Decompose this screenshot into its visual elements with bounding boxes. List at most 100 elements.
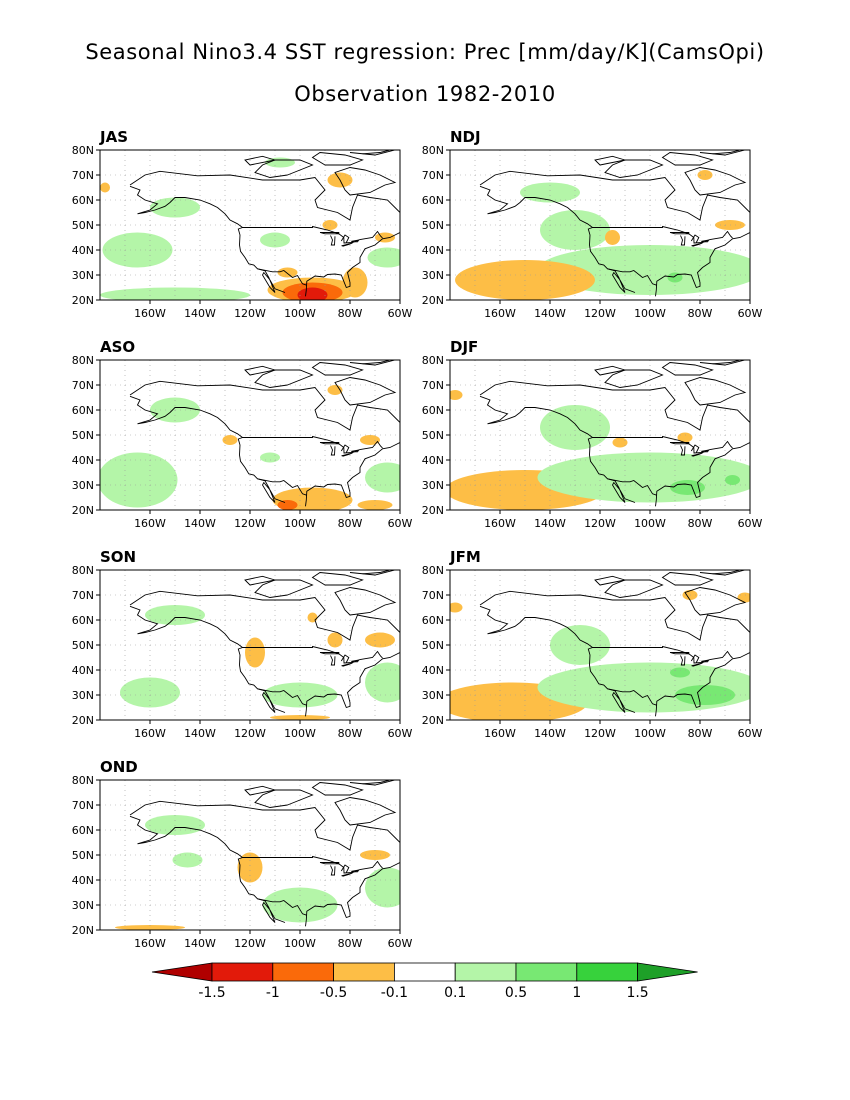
lat-tick-label: 40N bbox=[422, 454, 444, 467]
coastlines bbox=[479, 150, 750, 297]
border-line bbox=[242, 645, 383, 664]
lake-outline bbox=[330, 235, 336, 246]
lat-tick-label: 70N bbox=[422, 379, 444, 392]
panel-title: JAS bbox=[99, 128, 128, 146]
grid-lines bbox=[100, 570, 400, 720]
anomaly-region-neg bbox=[277, 500, 298, 510]
panel-title: DJF bbox=[450, 338, 478, 356]
anomaly-region-pos bbox=[365, 662, 400, 703]
lat-tick-label: 80N bbox=[72, 774, 94, 787]
coastline bbox=[479, 395, 636, 503]
anomaly-region-neg bbox=[270, 715, 330, 720]
shading-group bbox=[450, 390, 750, 510]
lat-tick-label: 40N bbox=[72, 244, 94, 257]
lon-tick-label: 160W bbox=[484, 517, 516, 530]
anomaly-region-neg bbox=[327, 632, 343, 648]
grid-lines bbox=[450, 570, 750, 720]
anomaly-region-pos bbox=[670, 480, 705, 495]
lon-tick-label: 160W bbox=[134, 937, 166, 950]
border-line bbox=[242, 435, 383, 454]
lat-tick-label: 70N bbox=[422, 589, 444, 602]
lon-tick-label: 80W bbox=[688, 517, 713, 530]
coastline bbox=[661, 572, 714, 586]
coastline bbox=[334, 167, 397, 196]
coastline bbox=[311, 362, 364, 376]
colorbar-label: 0.1 bbox=[444, 985, 466, 1001]
lake-outline bbox=[340, 444, 350, 453]
lat-tick-label: 40N bbox=[422, 664, 444, 677]
coastline bbox=[479, 605, 636, 713]
anomaly-region-neg bbox=[450, 602, 463, 613]
lake-outline bbox=[680, 235, 686, 246]
lon-tick-label: 60W bbox=[388, 517, 413, 530]
lat-tick-label: 30N bbox=[422, 479, 444, 492]
lat-tick-label: 50N bbox=[72, 429, 94, 442]
lat-tick-label: 20N bbox=[422, 504, 444, 517]
lake-outline bbox=[340, 864, 350, 873]
colorbar-swatch bbox=[211, 962, 274, 982]
lake-outline bbox=[330, 445, 336, 456]
anomaly-region-neg bbox=[115, 925, 185, 930]
coastline bbox=[129, 590, 400, 717]
lon-tick-label: 100W bbox=[284, 517, 316, 530]
anomaly-region-neg bbox=[677, 432, 693, 443]
coastline bbox=[479, 185, 636, 293]
panel-title: OND bbox=[100, 758, 138, 776]
coastline bbox=[684, 377, 747, 406]
lake-outline bbox=[691, 452, 703, 457]
grid-lines bbox=[100, 780, 400, 930]
coastline bbox=[661, 362, 714, 376]
lon-tick-label: 60W bbox=[388, 307, 413, 320]
lake-outline bbox=[680, 445, 686, 456]
lat-tick-label: 80N bbox=[72, 564, 94, 577]
map-panel-ond: OND 20N 30N 40N 50N 60N 70N 80N 160W 140W 120W 100W… bbox=[72, 758, 413, 950]
lat-tick-label: 40N bbox=[72, 874, 94, 887]
coastline bbox=[362, 360, 393, 365]
lat-tick-label: 80N bbox=[72, 144, 94, 157]
lake-outline bbox=[341, 452, 353, 457]
lake-outline bbox=[340, 234, 350, 243]
anomaly-region-pos bbox=[172, 852, 203, 868]
lat-tick-label: 20N bbox=[72, 714, 94, 727]
lon-tick-label: 120W bbox=[234, 937, 266, 950]
coastline bbox=[479, 170, 750, 297]
grid-lines bbox=[100, 360, 400, 510]
colorbar-label: -1 bbox=[266, 985, 280, 1001]
anomaly-region-neg bbox=[605, 230, 620, 245]
coastline bbox=[362, 780, 393, 785]
lat-tick-label: 50N bbox=[422, 219, 444, 232]
lon-tick-label: 80W bbox=[338, 937, 363, 950]
border-line bbox=[607, 478, 658, 496]
coastline bbox=[479, 380, 750, 507]
coastlines bbox=[479, 360, 750, 507]
lake-outline bbox=[690, 654, 700, 663]
coastline bbox=[594, 575, 626, 586]
border-line bbox=[257, 688, 308, 706]
colorbar-max-arrow bbox=[637, 962, 698, 982]
lat-tick-label: 80N bbox=[422, 564, 444, 577]
coastline bbox=[334, 377, 397, 406]
anomaly-region-neg bbox=[277, 267, 298, 278]
coastline bbox=[684, 167, 747, 196]
colorbar-label: 1 bbox=[572, 985, 581, 1001]
lat-tick-label: 20N bbox=[72, 294, 94, 307]
lat-tick-label: 20N bbox=[72, 924, 94, 937]
border-line bbox=[592, 435, 733, 454]
anomaly-region-pos bbox=[725, 475, 740, 485]
lake-outline bbox=[690, 234, 700, 243]
lon-tick-label: 100W bbox=[634, 727, 666, 740]
coastlines bbox=[479, 570, 750, 717]
lat-tick-label: 70N bbox=[422, 169, 444, 182]
map-panel-jas: JAS 20N 30N 40N 50N 60N 70N 80N 160W 140W 120W 100W… bbox=[72, 128, 413, 320]
coastlines bbox=[129, 360, 400, 507]
coastline bbox=[594, 155, 626, 166]
colorbar-swatch bbox=[454, 962, 517, 982]
border-line bbox=[607, 688, 658, 706]
coastline bbox=[362, 150, 393, 155]
border-line bbox=[257, 268, 308, 286]
anomaly-region-pos bbox=[367, 247, 400, 268]
lat-tick-label: 40N bbox=[72, 454, 94, 467]
lake-outline bbox=[691, 242, 703, 247]
coastline bbox=[594, 365, 626, 376]
